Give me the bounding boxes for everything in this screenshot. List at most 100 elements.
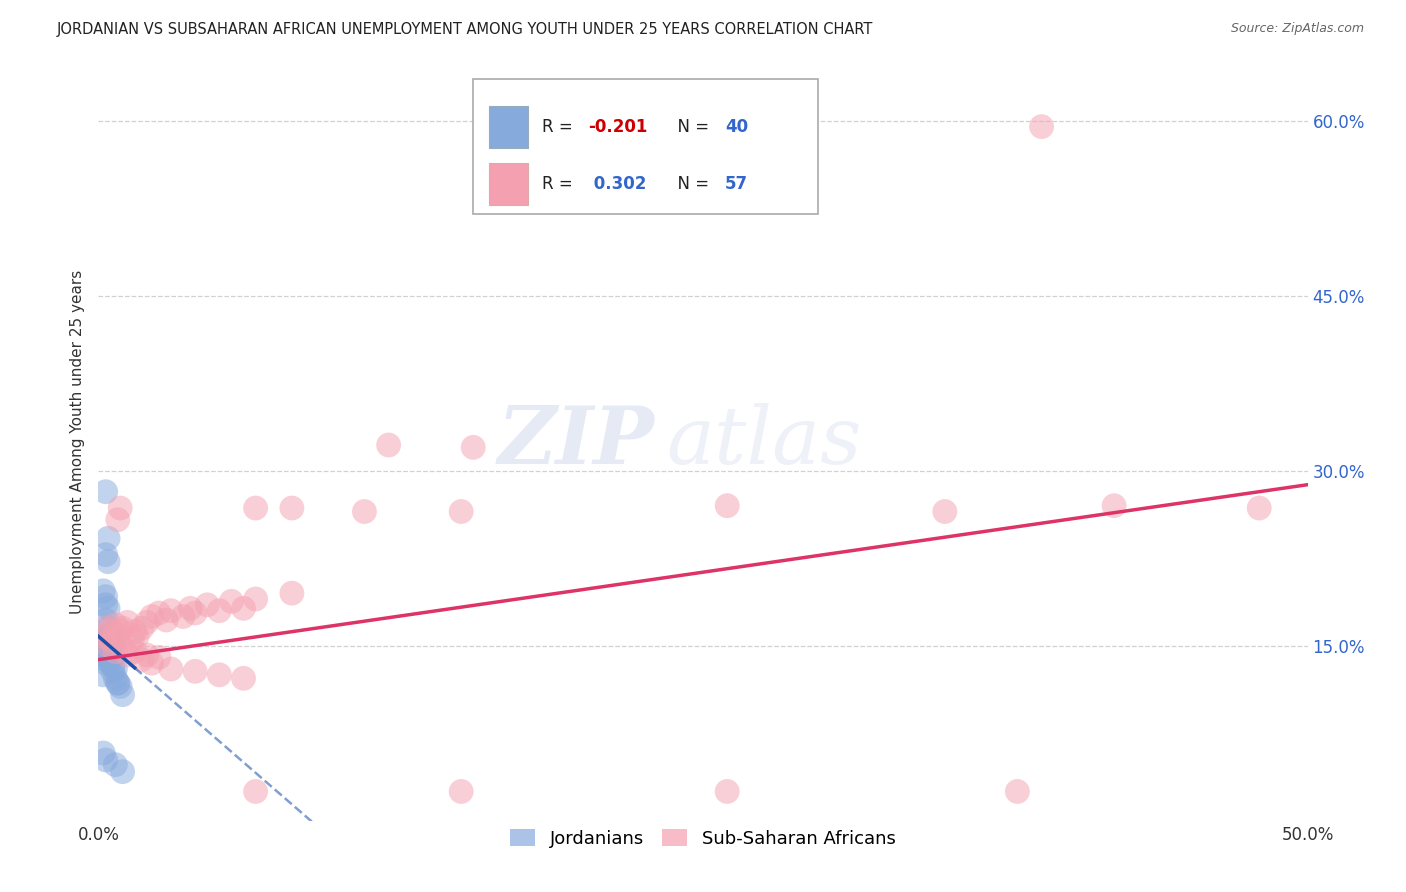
Point <box>101 632 124 646</box>
Text: R =: R = <box>543 175 578 193</box>
Point <box>124 644 146 658</box>
Point <box>934 504 956 518</box>
Point <box>232 601 254 615</box>
Point <box>91 583 114 598</box>
Bar <box>489 106 527 148</box>
Text: JORDANIAN VS SUBSAHARAN AFRICAN UNEMPLOYMENT AMONG YOUTH UNDER 25 YEARS CORRELAT: JORDANIAN VS SUBSAHARAN AFRICAN UNEMPLOY… <box>56 22 873 37</box>
Text: ZIP: ZIP <box>498 403 655 480</box>
Point <box>148 606 170 620</box>
Point <box>463 441 485 455</box>
Text: 0.302: 0.302 <box>588 175 647 193</box>
Point <box>91 668 114 682</box>
Point <box>135 648 157 662</box>
Point <box>160 604 183 618</box>
Point <box>172 609 194 624</box>
Point <box>131 621 153 635</box>
Point <box>1249 501 1271 516</box>
Point <box>97 555 120 569</box>
Point <box>124 624 146 639</box>
Point <box>195 598 218 612</box>
Point <box>1007 784 1029 798</box>
Point <box>221 594 243 608</box>
Point <box>104 757 127 772</box>
Point <box>101 646 124 660</box>
Point <box>101 635 124 649</box>
Point <box>94 753 117 767</box>
Point <box>107 629 129 643</box>
Point <box>160 662 183 676</box>
Point <box>100 632 122 647</box>
Point <box>104 617 127 632</box>
Point <box>108 501 131 516</box>
Point <box>94 656 117 670</box>
Point <box>94 590 117 604</box>
Point <box>108 624 131 638</box>
Text: 40: 40 <box>724 118 748 136</box>
Point <box>450 784 472 798</box>
Point <box>100 629 122 643</box>
Point <box>91 648 114 662</box>
Point <box>100 653 122 667</box>
Point <box>97 601 120 615</box>
Text: 57: 57 <box>724 175 748 193</box>
Point <box>141 656 163 670</box>
Point <box>117 648 139 662</box>
Point <box>94 548 117 562</box>
Text: R =: R = <box>543 118 578 136</box>
Point <box>135 615 157 630</box>
Point <box>94 613 117 627</box>
Point <box>353 504 375 518</box>
Point <box>91 629 114 643</box>
Point <box>208 668 231 682</box>
Point <box>184 665 207 679</box>
Bar <box>489 163 527 204</box>
Point <box>94 598 117 612</box>
Text: atlas: atlas <box>666 403 862 480</box>
FancyBboxPatch shape <box>474 79 818 214</box>
Point <box>117 615 139 630</box>
Point <box>97 640 120 655</box>
Point <box>107 513 129 527</box>
Y-axis label: Unemployment Among Youth under 25 years: Unemployment Among Youth under 25 years <box>69 269 84 614</box>
Point <box>107 676 129 690</box>
Point <box>94 632 117 647</box>
Point <box>94 643 117 657</box>
Point <box>232 671 254 685</box>
Point <box>208 604 231 618</box>
Point <box>94 653 117 667</box>
Point <box>245 784 267 798</box>
Point <box>1102 499 1125 513</box>
Point <box>104 671 127 685</box>
Point <box>131 653 153 667</box>
Point <box>716 784 738 798</box>
Point <box>716 499 738 513</box>
Point <box>184 606 207 620</box>
Point <box>127 629 149 643</box>
Point <box>97 621 120 635</box>
Point <box>377 438 399 452</box>
Point <box>97 636 120 650</box>
Point <box>108 680 131 694</box>
Legend: Jordanians, Sub-Saharan Africans: Jordanians, Sub-Saharan Africans <box>505 823 901 854</box>
Point <box>107 676 129 690</box>
Point <box>101 658 124 673</box>
Text: N =: N = <box>666 175 714 193</box>
Text: -0.201: -0.201 <box>588 118 648 136</box>
Point <box>281 501 304 516</box>
Point <box>97 639 120 653</box>
Point <box>141 609 163 624</box>
Point <box>121 632 143 647</box>
Point <box>101 665 124 679</box>
Point <box>101 624 124 639</box>
Point <box>97 649 120 664</box>
Point <box>111 640 134 655</box>
Point <box>1031 120 1053 134</box>
Point <box>104 662 127 676</box>
Point <box>91 746 114 760</box>
Point <box>94 621 117 635</box>
Text: N =: N = <box>666 118 714 136</box>
Point <box>111 621 134 635</box>
Point <box>155 613 177 627</box>
Point <box>148 650 170 665</box>
Point <box>245 501 267 516</box>
